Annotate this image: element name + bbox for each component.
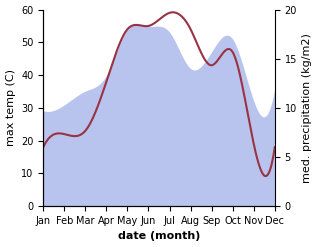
X-axis label: date (month): date (month) <box>118 231 200 242</box>
Y-axis label: max temp (C): max temp (C) <box>5 69 16 146</box>
Y-axis label: med. precipitation (kg/m2): med. precipitation (kg/m2) <box>302 33 313 183</box>
